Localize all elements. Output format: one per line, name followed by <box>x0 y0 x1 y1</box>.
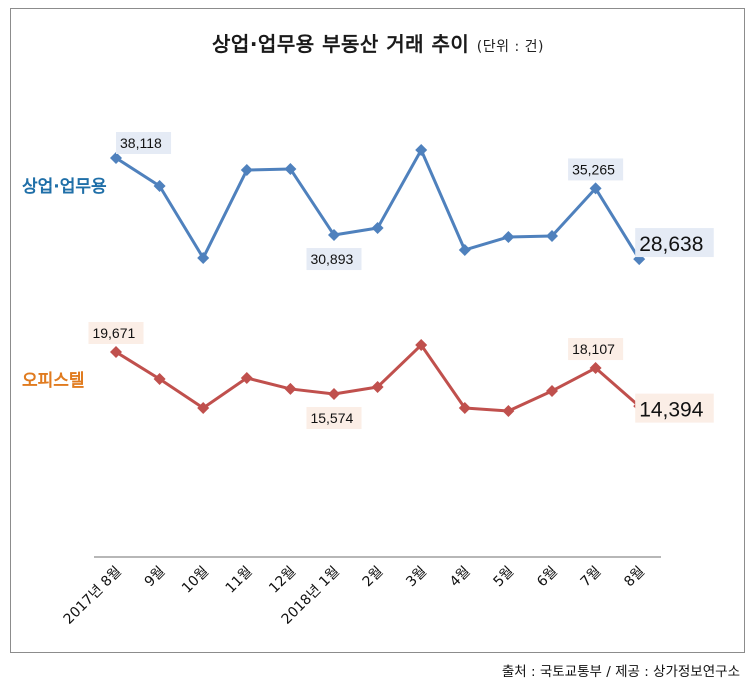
data-point-marker <box>589 182 602 195</box>
x-tick-label: 4월 <box>447 564 474 591</box>
x-tick-label: 5월 <box>491 564 518 591</box>
data-label: 14,394 <box>639 399 704 422</box>
x-tick-label: 8월 <box>621 564 648 591</box>
data-point-marker <box>328 388 340 401</box>
data-point-marker <box>589 362 602 375</box>
x-tick-label: 7월 <box>578 564 605 591</box>
data-label: 38,118 <box>120 135 162 151</box>
data-point-marker <box>284 162 297 175</box>
x-tick-label: 9월 <box>142 564 169 591</box>
source-caption: 출처 : 국토교통부 / 제공 : 상가정보연구소 <box>501 664 740 680</box>
data-point-marker <box>110 346 122 358</box>
data-point-marker <box>415 143 428 156</box>
data-label: 19,671 <box>92 325 135 341</box>
data-label: 30,893 <box>310 251 353 267</box>
series-line-1 <box>115 343 641 413</box>
x-tick-label: 6월 <box>534 564 561 591</box>
chart-title-text: 상업·업무용 부동산 거래 추이 <box>212 32 470 56</box>
chart-frame <box>10 8 745 653</box>
data-label-bg <box>306 248 362 271</box>
series-line-0 <box>115 148 641 260</box>
data-label-bg <box>568 338 624 361</box>
data-point-marker <box>415 339 428 352</box>
data-point-marker <box>110 152 122 164</box>
data-label: 35,265 <box>572 161 615 177</box>
data-point-marker <box>153 372 166 385</box>
x-tick-label: 12월 <box>266 564 299 597</box>
unit-label: (단위 : 건) <box>476 39 544 55</box>
data-point-marker <box>371 222 384 235</box>
data-label-bg <box>635 228 714 258</box>
data-label: 15,574 <box>310 410 353 426</box>
data-point-marker <box>197 402 210 415</box>
x-tick-label: 2017년 8월 <box>61 564 125 628</box>
x-tick-label: 11월 <box>223 564 256 597</box>
data-point-marker <box>240 164 253 177</box>
data-point-marker <box>153 180 166 193</box>
x-tick-label: 3월 <box>403 564 430 591</box>
data-label-bg <box>568 158 624 181</box>
data-label: 18,107 <box>572 341 615 357</box>
data-label-bg <box>306 407 362 430</box>
data-point-marker <box>546 230 558 243</box>
series-legend-label: 오피스텔 <box>22 371 85 391</box>
data-label: 28,638 <box>639 233 703 256</box>
data-point-marker <box>328 229 340 242</box>
series-legend-label: 상업·업무용 <box>22 177 107 197</box>
data-point-marker <box>458 243 471 256</box>
chart-title: 상업·업무용 부동산 거래 추이 (단위 : 건) <box>0 28 756 57</box>
data-point-marker <box>284 382 297 395</box>
x-tick-label: 2월 <box>360 564 387 591</box>
data-point-marker <box>502 404 515 417</box>
data-label-bg <box>635 393 714 423</box>
data-label-bg <box>116 132 172 154</box>
data-point-marker <box>240 371 253 384</box>
x-tick-label: 10월 <box>179 564 212 597</box>
data-label-bg <box>88 322 144 344</box>
data-point-marker <box>371 380 384 393</box>
data-point-marker <box>502 230 515 243</box>
data-point-marker <box>197 251 210 264</box>
data-point-marker <box>546 384 558 397</box>
data-point-marker <box>458 402 471 415</box>
